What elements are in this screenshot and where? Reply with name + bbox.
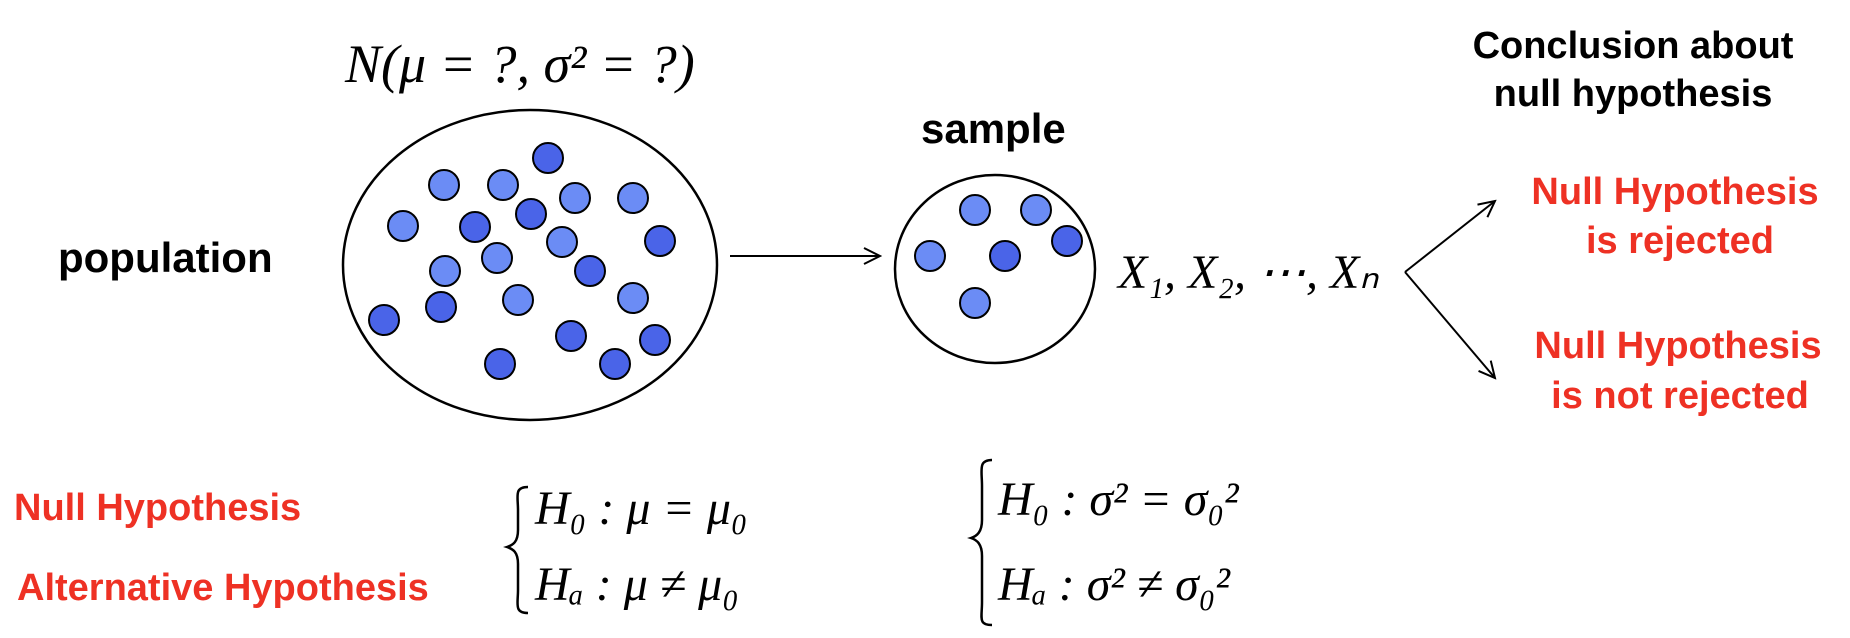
population-label: population [58,234,273,281]
sample-dot [959,194,991,226]
sample-label: sample [921,105,1066,152]
mean-hypotheses-brace [503,485,529,615]
population-ellipse [341,108,719,422]
population-dot [368,304,400,336]
sample-dots [914,194,1083,319]
population-dot [546,226,578,258]
population-dot [387,210,419,242]
conclusion-title-line2: null hypothesis [1494,73,1773,115]
population-dot [484,348,516,380]
sample-dot [914,240,946,272]
not-rejected-line1: Null Hypothesis [1534,325,1821,367]
alternative-hypothesis-label: Alternative Hypothesis [17,567,429,609]
sample-circle [893,173,1097,365]
null-hypothesis-label: Null Hypothesis [14,487,301,529]
population-dot [617,182,649,214]
sample-dot [1051,225,1083,257]
mean-alt-formula: Hₐ : μ ≠ μ₀ [534,558,739,611]
population-dot [559,182,591,214]
population-dot [599,348,631,380]
sample-dot [959,287,991,319]
population-distribution-formula: N(μ = ?, σ² = ?) [344,34,695,94]
population-dot [487,169,519,201]
population-dot [425,291,457,323]
rejected-line2: is rejected [1586,220,1774,262]
population-dot [644,225,676,257]
population-dot [459,211,491,243]
not-rejected-line2: is not rejected [1551,375,1809,417]
population-dot [502,284,534,316]
sample-dot [1020,194,1052,226]
variance-hypotheses-brace [967,458,993,627]
population-dot [481,242,513,274]
variance-null-formula: H₀ : σ² = σ₀² [997,473,1240,526]
conclusion-title-line1: Conclusion about [1473,25,1794,67]
population-dot [639,324,671,356]
population-dot [429,255,461,287]
population-dots [368,142,676,380]
sample-variables-formula: X₁, X₂, ⋯, Xₙ [1116,246,1379,299]
population-dot [428,169,460,201]
arrow-to-rejected [1404,201,1495,273]
population-dot [574,255,606,287]
arrow-to-not-rejected [1404,271,1495,378]
sample-dot [989,240,1021,272]
population-dot [555,320,587,352]
population-dot [532,142,564,174]
rejected-line1: Null Hypothesis [1531,171,1818,213]
population-dot [617,282,649,314]
population-dot [515,198,547,230]
mean-null-formula: H₀ : μ = μ₀ [534,482,748,535]
variance-alt-formula: Hₐ : σ² ≠ σ₀² [997,558,1231,611]
